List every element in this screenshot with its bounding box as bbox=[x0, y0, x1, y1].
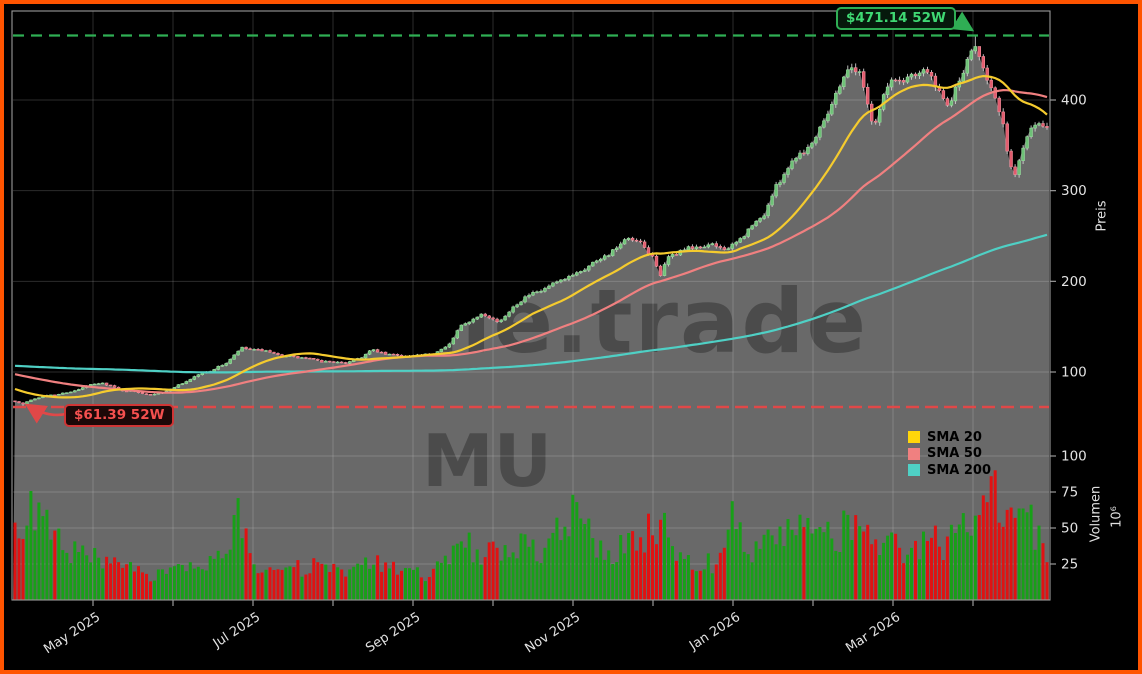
volume-bars bbox=[13, 470, 1049, 600]
legend-item-sma20: SMA 20 bbox=[908, 429, 991, 446]
plot-frame bbox=[11, 10, 1051, 601]
low-52w-arrow bbox=[24, 403, 67, 424]
svg-text:25: 25 bbox=[1061, 557, 1078, 573]
legend-item-sma50: SMA 50 bbox=[908, 446, 991, 463]
sma50-line bbox=[14, 88, 1048, 394]
svg-text:Mar 2026: Mar 2026 bbox=[843, 610, 903, 656]
svg-text:75: 75 bbox=[1061, 485, 1078, 501]
sma200-swatch-icon bbox=[908, 464, 920, 477]
svg-text:100: 100 bbox=[1061, 449, 1087, 465]
watermark-site-text: whale.trade bbox=[252, 270, 868, 373]
legend-item-sma200: SMA 200 bbox=[908, 462, 991, 479]
watermark-ticker-text: MU bbox=[422, 419, 552, 503]
svg-text:Jul 2025: Jul 2025 bbox=[210, 610, 263, 652]
volume-axis-exponent: 10⁶ bbox=[1109, 506, 1125, 528]
svg-text:100: 100 bbox=[1061, 365, 1087, 381]
volume-axis-title: Volumen bbox=[1088, 485, 1104, 543]
sma-legend: SMA 20 SMA 50 SMA 200 bbox=[908, 429, 991, 479]
sma20-line bbox=[14, 74, 1048, 399]
price-volume-chart: whale.trade MU 400 300 200 100 100 75 50 25 May 20… bbox=[11, 10, 1087, 657]
candlesticks bbox=[13, 35, 1049, 407]
svg-text:Jan 2026: Jan 2026 bbox=[686, 610, 743, 654]
gridlines bbox=[13, 11, 1049, 600]
legend-label: SMA 20 bbox=[927, 429, 982, 445]
svg-text:May 2025: May 2025 bbox=[41, 610, 103, 657]
sma20-swatch-icon bbox=[908, 431, 920, 444]
legend-label: SMA 50 bbox=[927, 446, 982, 462]
svg-text:200: 200 bbox=[1061, 274, 1087, 290]
svg-text:400: 400 bbox=[1061, 92, 1087, 108]
svg-text:Sep 2025: Sep 2025 bbox=[363, 610, 423, 656]
legend-label: SMA 200 bbox=[927, 462, 992, 478]
price-axis-title: Preis bbox=[1094, 200, 1110, 232]
price-area-fill bbox=[13, 46, 1049, 600]
svg-text:300: 300 bbox=[1061, 183, 1087, 199]
svg-text:50: 50 bbox=[1061, 521, 1078, 537]
sma200-line bbox=[14, 233, 1048, 374]
low-52w-label: $61.39 52W bbox=[64, 404, 175, 427]
svg-text:Nov 2025: Nov 2025 bbox=[523, 610, 584, 657]
sma50-swatch-icon bbox=[908, 447, 920, 460]
high-52w-label: $471.14 52W bbox=[836, 7, 956, 30]
